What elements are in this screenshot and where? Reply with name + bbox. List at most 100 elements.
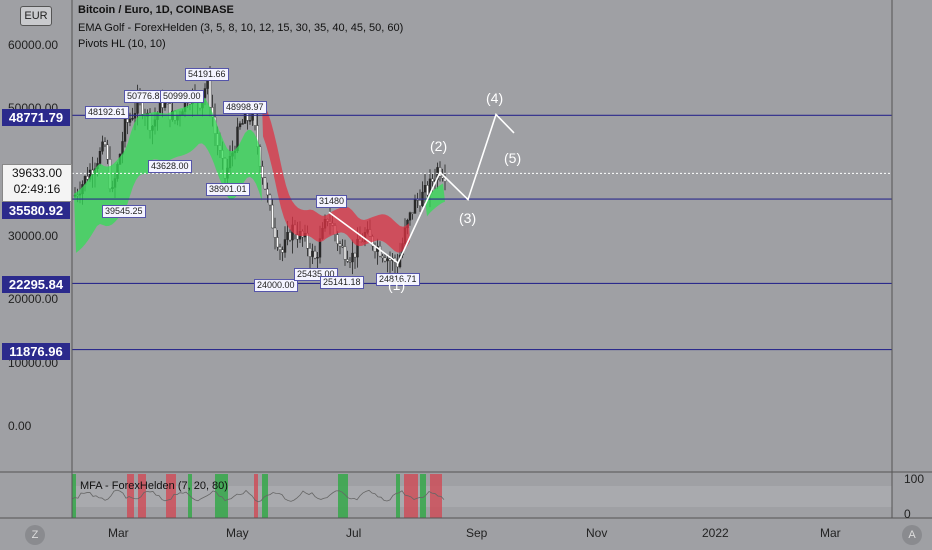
candle-body: [441, 175, 444, 179]
candle-body: [381, 255, 384, 259]
candle-body: [343, 246, 347, 260]
mfa-bull-bar: [396, 474, 400, 518]
ema-bull-ribbon: [74, 96, 262, 253]
mfa-bull-bar: [262, 474, 268, 518]
elliott-wave-path: [328, 112, 515, 265]
candle-body: [316, 257, 319, 259]
wave-label-1: (1): [388, 277, 406, 293]
ema-bull-ribbon-recent: [425, 183, 445, 217]
mfa-bull-bar: [420, 474, 426, 518]
candle-body: [413, 198, 417, 214]
levels-layer: [72, 114, 892, 351]
mfa-tick: 100: [904, 472, 925, 486]
pivot-label: 25141.18: [320, 276, 364, 289]
y-tick: 0.00: [8, 419, 32, 433]
candle-body: [131, 117, 134, 120]
level-badge: 35580.92: [2, 202, 70, 219]
mfa-indicator-label[interactable]: MFA - ForexHelden (7, 20, 80): [80, 480, 228, 492]
candle-body: [308, 248, 312, 257]
x-tick: May: [226, 526, 249, 540]
candle-body: [246, 113, 249, 121]
candle-body: [388, 258, 392, 261]
candle-body: [128, 118, 132, 123]
candle-body: [166, 102, 169, 105]
wave-label-5: (5): [504, 150, 522, 166]
y-tick: 60000.00: [8, 38, 59, 52]
candle-body: [266, 188, 269, 196]
mfa-bear-bar: [254, 474, 258, 518]
wave-label-3: (3): [459, 210, 477, 226]
y-tick: 20000.00: [8, 292, 59, 306]
waves-layer: [328, 112, 515, 265]
candle-body: [408, 212, 412, 221]
candle-body: [238, 123, 242, 128]
candle-body: [353, 252, 357, 258]
mfa-line: [71, 489, 445, 503]
mfa-bear-bar: [127, 474, 134, 518]
candle-body: [163, 102, 167, 108]
candle-body: [248, 120, 252, 122]
indicator-pivots-label[interactable]: Pivots HL (10, 10): [78, 38, 166, 50]
x-tick: Mar: [820, 526, 841, 540]
pivot-label: 24000.00: [254, 279, 298, 292]
candle-body: [103, 141, 107, 146]
candle-body: [98, 151, 102, 164]
candle-body: [336, 234, 339, 244]
mfa-layer: [71, 474, 892, 518]
x-tick: Jul: [346, 526, 362, 540]
candle-body: [203, 88, 207, 98]
chart-title: Bitcoin / Euro, 1D, COINBASE: [78, 4, 234, 16]
pivot-label: 39545.25: [102, 205, 146, 218]
candle-body: [101, 141, 104, 152]
level-badge: 22295.84: [2, 276, 70, 293]
candle-body: [281, 249, 284, 253]
auto-scale-button[interactable]: A: [902, 525, 922, 545]
candle-body: [241, 123, 244, 125]
candle-body: [313, 250, 317, 259]
last-price-badge: 39633.00 02:49:16: [2, 164, 72, 202]
candle-body: [423, 185, 427, 193]
candle-body: [268, 194, 272, 206]
candle-body: [278, 246, 282, 250]
pivot-label: 31480: [316, 195, 348, 208]
wave-label-4: (4): [486, 90, 504, 106]
mfa-bull-bar: [338, 474, 348, 518]
pivot-label: 24816.71: [376, 273, 420, 286]
ema-bear-ribbon: [262, 102, 410, 253]
mfa-tick: 0: [904, 507, 911, 521]
candle-body: [121, 141, 124, 155]
y-tick: 30000.00: [8, 229, 59, 243]
level-badge: 11876.96: [2, 343, 70, 360]
x-tick: 2022: [702, 526, 729, 540]
candle-body: [106, 144, 109, 160]
mfa-bear-bar: [430, 474, 442, 518]
candle-body: [338, 243, 342, 247]
candle-body: [426, 185, 429, 196]
currency-badge[interactable]: EUR: [20, 6, 52, 26]
candle-body: [271, 204, 274, 229]
mfa-bull-bar: [72, 474, 76, 518]
last-price-value: 39633.00: [11, 166, 63, 180]
candle-body: [261, 166, 264, 178]
candle-body: [411, 212, 414, 214]
candle-body: [276, 237, 279, 248]
timezone-button[interactable]: Z: [25, 525, 45, 545]
candle-body: [418, 200, 422, 207]
pivot-label: 50999.00: [160, 90, 204, 103]
candle-body: [341, 245, 344, 248]
indicator-ema-label[interactable]: EMA Golf - ForexHelden (3, 5, 8, 10, 12,…: [78, 22, 404, 34]
x-tick: Mar: [108, 526, 129, 540]
candle-body: [311, 250, 314, 257]
pivot-label: 48998.97: [223, 101, 267, 114]
candle-body: [283, 239, 287, 253]
pivot-label: 54191.66: [185, 68, 229, 81]
mfa-bull-bar: [215, 474, 228, 518]
mfa-band: [72, 486, 892, 507]
candle-body: [126, 118, 129, 123]
candle-body: [348, 261, 352, 263]
candle-body: [208, 78, 212, 108]
mfa-bear-bar: [404, 474, 418, 518]
candle-body: [123, 118, 127, 142]
pivot-label: 48192.61: [85, 106, 129, 119]
